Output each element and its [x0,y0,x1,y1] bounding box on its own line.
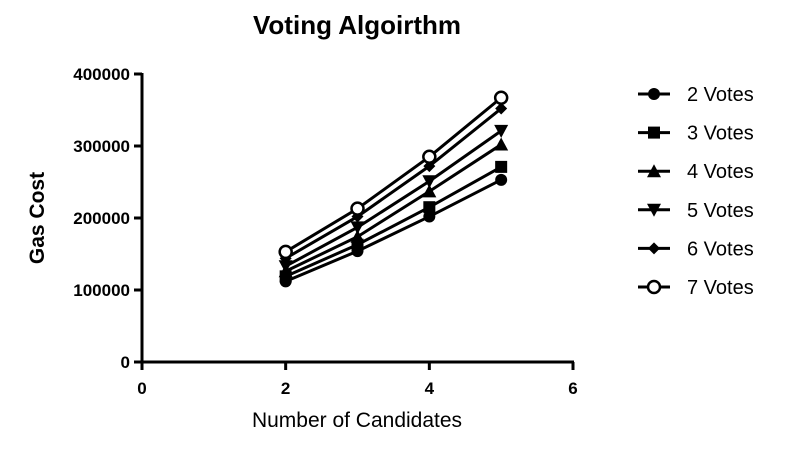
data-point [495,102,508,115]
data-point [495,173,508,186]
x-tick-label: 4 [425,379,435,398]
series-4 [278,124,509,274]
data-point [350,221,365,235]
data-point [493,90,509,106]
series-3 [278,137,509,278]
y-tick-label: 300000 [73,137,130,156]
x-axis-label: Number of Candidates [252,409,462,432]
legend-marker [647,164,661,178]
data-point [350,201,365,216]
data-point [423,201,436,214]
y-tick-label: 100000 [73,281,130,300]
data-point [422,184,437,198]
series-line [284,129,503,268]
y-axis-label: Gas Cost [26,172,49,264]
data-point [423,210,436,223]
legend-marker [648,242,660,255]
series-line [285,178,502,283]
legend-item: 7 Votes [638,277,754,299]
y-tick-label: 0 [121,353,130,372]
series-line [285,165,502,278]
legend-label: 4 Votes [687,161,754,183]
series-layer [278,90,509,288]
series-6 [278,90,509,260]
legend-marker [648,126,660,139]
axes: 0 100000 200000 300000 400000 0 2 4 6 [73,65,577,398]
data-point [422,149,437,165]
legend-label: 5 Votes [687,200,754,222]
y-tick-label: 200000 [73,209,130,228]
data-point [422,175,437,189]
legend-marker [647,203,661,217]
data-point [494,124,509,138]
series-line [285,143,502,273]
legend-marker [648,88,660,100]
series-line [284,96,503,254]
y-tick-label: 400000 [73,65,130,84]
x-tick-label: 2 [281,379,290,398]
legend: 2 Votes 3 Votes 4 Votes 5 Votes 6 Votes 7 Vot… [638,84,754,299]
data-point [278,244,293,260]
data-point [278,260,293,274]
legend-item: 3 Votes [638,123,754,145]
legend-label: 7 Votes [687,277,754,299]
legend-label: 3 Votes [687,123,754,145]
legend-label: 2 Votes [687,84,754,106]
legend-item: 5 Votes [638,200,754,222]
data-point [495,160,508,173]
legend-item: 4 Votes [638,161,754,183]
chart-title: Voting Algoirthm [253,10,461,40]
data-point [494,137,509,151]
legend-item: 2 Votes [638,84,754,106]
legend-label: 6 Votes [687,238,754,260]
legend-item: 6 Votes [638,238,754,260]
x-tick-label: 6 [568,379,577,398]
series-2 [279,160,508,283]
x-tick-label: 0 [137,379,146,398]
legend-marker [646,279,662,295]
series-line [284,107,503,260]
data-point [350,229,365,243]
